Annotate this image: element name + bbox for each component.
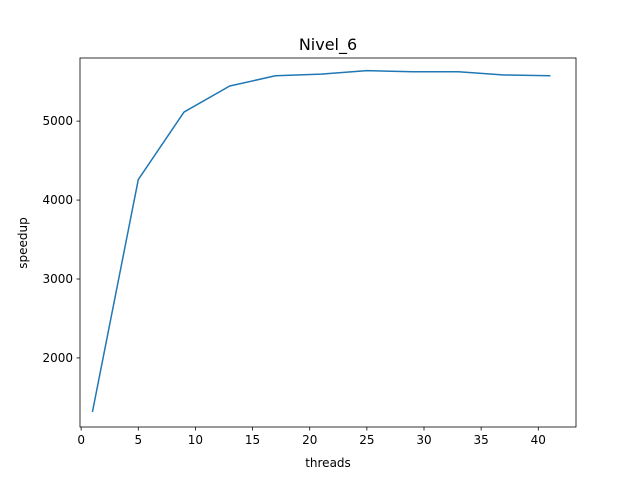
x-tick-label-8: 40 bbox=[531, 433, 546, 447]
x-axis-label: threads bbox=[305, 456, 351, 470]
x-tick-label-1: 5 bbox=[134, 433, 142, 447]
x-tick-label-5: 25 bbox=[359, 433, 374, 447]
plot-area: 0 5 10 15 20 25 30 35 40 2000 3000 4000 5000 bbox=[42, 57, 577, 447]
x-tick-label-3: 15 bbox=[245, 433, 260, 447]
series-line-0 bbox=[91, 69, 551, 413]
x-tick-label-7: 35 bbox=[474, 433, 489, 447]
y-axis-label: speedup bbox=[16, 217, 30, 268]
y-tick-label-3: 5000 bbox=[42, 114, 73, 128]
x-tick-label-0: 0 bbox=[77, 433, 85, 447]
y-tick-label-0: 2000 bbox=[42, 351, 73, 365]
chart-title: Nivel_6 bbox=[299, 35, 357, 55]
x-tick-label-6: 30 bbox=[416, 433, 431, 447]
x-tick-label-4: 20 bbox=[302, 433, 317, 447]
y-tick-label-1: 3000 bbox=[42, 272, 73, 286]
x-tick-label-2: 10 bbox=[188, 433, 203, 447]
y-tick-label-2: 4000 bbox=[42, 193, 73, 207]
axes-frame bbox=[79, 57, 577, 428]
